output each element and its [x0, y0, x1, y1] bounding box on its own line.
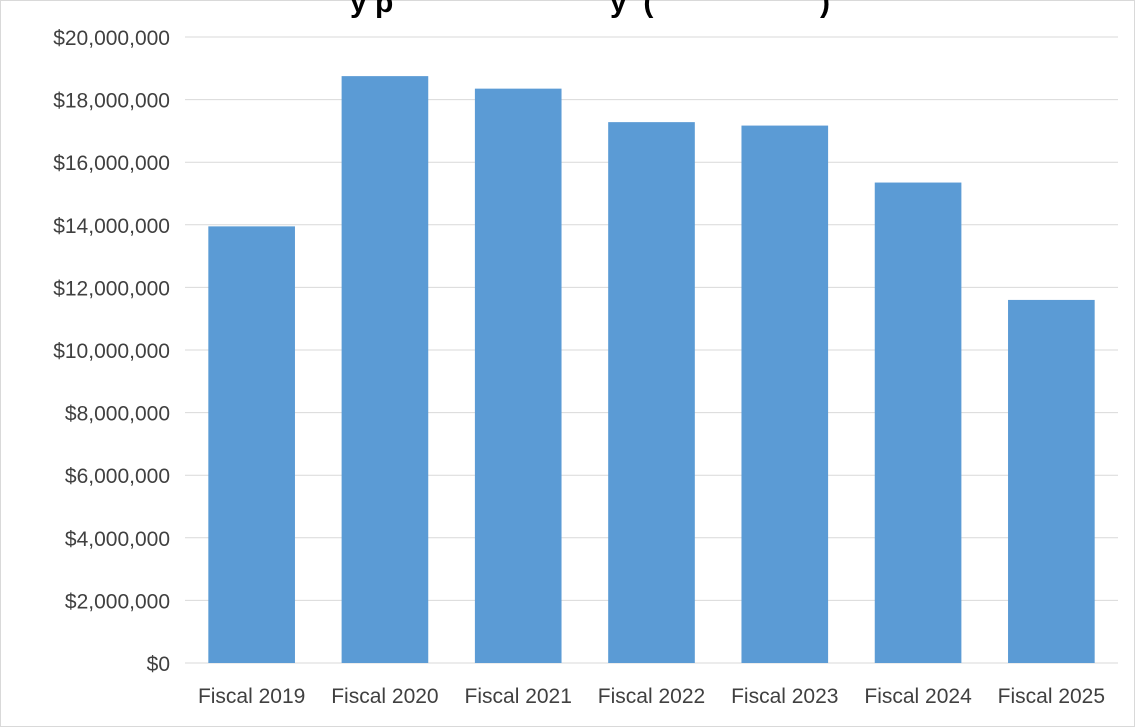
y-tick-label: $2,000,000	[65, 590, 170, 613]
x-tick-label: Fiscal 2022	[598, 685, 705, 708]
x-tick-label: Fiscal 2019	[198, 685, 305, 708]
x-tick-label: Fiscal 2025	[998, 685, 1105, 708]
y-tick-label: $0	[147, 653, 170, 676]
bar-fiscal-2022	[608, 122, 695, 664]
y-tick-label: $12,000,000	[53, 277, 170, 300]
chart-title: y p y ( )	[350, 0, 830, 19]
bar-fiscal-2021	[474, 88, 562, 663]
y-tick-label: $16,000,000	[53, 152, 170, 175]
y-tick-label: $18,000,000	[53, 90, 170, 113]
bar-fiscal-2023	[741, 125, 829, 664]
bar-fiscal-2024	[874, 182, 962, 664]
x-tick-label: Fiscal 2020	[331, 685, 438, 708]
bars	[208, 76, 1095, 664]
bar-fiscal-2025	[1008, 299, 1095, 663]
x-tick-label: Fiscal 2023	[731, 685, 838, 708]
x-axis-tick-labels: Fiscal 2019 Fiscal 2020 Fiscal 2021 Fiscal …	[198, 685, 1105, 708]
chart-title-group: y p y ( )	[350, 0, 830, 19]
x-tick-label: Fiscal 2021	[465, 685, 572, 708]
y-tick-label: $20,000,000	[53, 27, 170, 50]
y-tick-label: $6,000,000	[65, 465, 170, 488]
y-tick-label: $14,000,000	[53, 215, 170, 238]
y-tick-label: $8,000,000	[65, 403, 170, 426]
bar-fiscal-2019	[208, 226, 295, 664]
x-tick-label: Fiscal 2024	[864, 685, 972, 708]
y-tick-label: $4,000,000	[65, 528, 170, 551]
y-axis-tick-labels: $0 $2,000,000 $4,000,000 $6,000,000 $8,000,0…	[53, 27, 170, 676]
y-tick-label: $10,000,000	[53, 340, 170, 363]
bar-fiscal-2020	[341, 76, 429, 663]
